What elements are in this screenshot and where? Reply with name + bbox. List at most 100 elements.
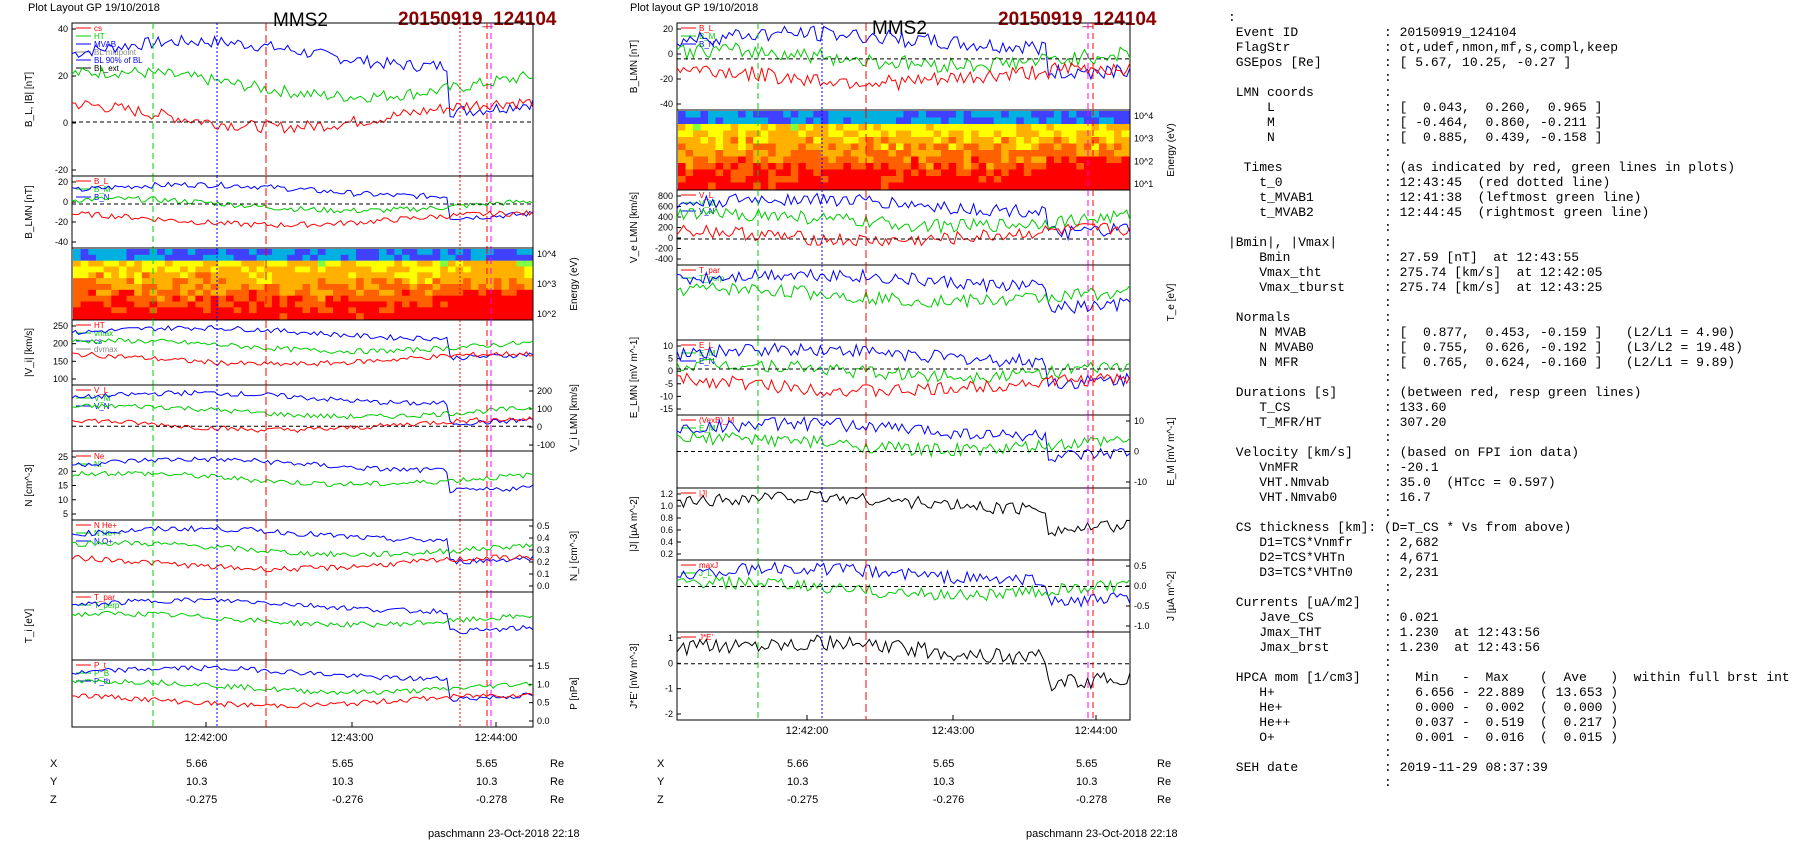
spectrogram-cell [828,137,837,145]
spectrogram-cell [203,249,212,256]
event-summary-text: : Event ID : 20150919_124104 FlagStr : o… [1228,10,1790,790]
y-tick-label: 150 [53,356,68,366]
spectrogram-cell [903,117,912,125]
spectrogram-cell [978,156,987,164]
spectrogram-cell [248,249,258,256]
spectrogram-cell [843,169,852,177]
spectrogram-cell [187,249,196,256]
spectrogram-cell [126,254,135,262]
spectrogram-cell [723,130,732,138]
spectrogram-cell [805,111,814,119]
spectrogram-cell [325,266,334,273]
spectrogram-cell [379,260,388,268]
spectrogram-cell [149,254,158,262]
spectrogram-cell [760,150,769,158]
spectrogram-cell [820,163,829,171]
spectrogram-cell [363,313,372,320]
spectrogram-cell [1091,124,1100,132]
spectrogram-cell [73,313,82,320]
series-line [71,403,534,420]
spectrogram-cell [172,266,181,273]
spectrogram-cell [325,278,334,285]
spectrogram-cell [88,249,97,256]
spectrogram-cell [386,278,395,285]
spectrogram-cell [172,289,181,297]
spectrogram-cell [88,260,97,268]
series-line [71,325,534,361]
spectrogram-cell [783,150,792,158]
spectrogram-cell [948,169,957,177]
spectrogram-cell [835,111,844,119]
y-tick-label: -10 [1134,477,1147,487]
spectrogram-cell [738,150,747,158]
spectrogram-cell [678,176,687,184]
spectrogram-cell [1031,117,1040,125]
spectrogram-cell [858,169,867,177]
spectrogram-cell [172,313,181,320]
legend-entry: (VexB)_M [699,416,734,425]
spectrogram-cell [248,313,258,320]
summary-line: N MVAB : [ 0.877, 0.453, -0.159 ] (L2/L1… [1228,325,1736,340]
spectrogram-cell [798,137,807,145]
spectrogram-cell [524,289,533,297]
spectrogram-cell [88,278,97,285]
spectrogram-cell [963,111,972,119]
summary-line: He+ : 0.000 - 0.002 ( 0.000 ) [1228,700,1619,715]
spectrogram-cell [141,295,151,303]
spectrogram-cell [248,278,258,285]
spectrogram-cell [409,266,418,273]
y-axis-label: J*E' [nW m^-3] [629,643,640,709]
spectrogram-cell [918,176,927,184]
spectrogram-cell [986,176,995,184]
spectrogram-cell [843,156,852,164]
spectrogram-cell [978,117,987,125]
position-value: 5.65 [1076,758,1098,770]
spectrogram-cell [447,266,457,273]
y-tick-label: 10 [663,341,673,351]
spectrogram-cell [371,254,380,262]
spectrogram-cell [524,301,533,308]
spectrogram-cell [918,137,927,145]
spectrogram-cell [440,266,449,273]
spectrogram-cell [325,295,334,303]
spectrogram-cell [463,272,472,279]
spectrogram-cell [738,111,747,119]
position-value: 10.3 [933,776,955,788]
spectrogram-cell [210,307,219,314]
spectrogram-cell [926,130,935,138]
spectrogram-cell [356,278,365,285]
spectrogram-cell [126,249,135,256]
spectrogram-cell [149,260,158,268]
spectrogram-cell [933,182,942,190]
spectrogram-cell [501,272,510,279]
spectrogram-cell [394,295,403,303]
spectrogram-cell [356,289,365,297]
spectrogram-cell [126,284,135,291]
spectrogram-cell [783,169,792,177]
spectrogram-cell [73,260,82,268]
y-tick-label: 25 [58,452,68,462]
spectrogram-cell [790,111,799,119]
spectrogram-cell [828,130,837,138]
spectrogram-cell [678,137,687,145]
summary-line: : [1228,70,1392,85]
spectrogram-cell [978,150,987,158]
summary-line: T_MFR/HT : 307.20 [1228,415,1447,430]
spectrogram-cell [768,137,777,145]
spectrogram-cell [1053,156,1062,164]
spectrogram-cell [294,254,304,262]
spectrogram-cell [256,254,265,262]
spectrogram-cell [417,289,426,297]
y-tick-label: -1 [665,684,673,694]
spectrogram-cell [1001,176,1010,184]
spectrogram-cell [708,156,717,164]
spectrogram-cell [1106,182,1115,190]
spectrogram-cell [1113,137,1123,145]
spectrogram-cell [424,284,434,291]
spectrogram-cell [813,156,822,164]
spectrogram-cell [963,169,972,177]
spectrogram-cell [685,130,694,138]
spectrogram-cell [271,301,281,308]
spectrogram-cell [978,163,987,171]
